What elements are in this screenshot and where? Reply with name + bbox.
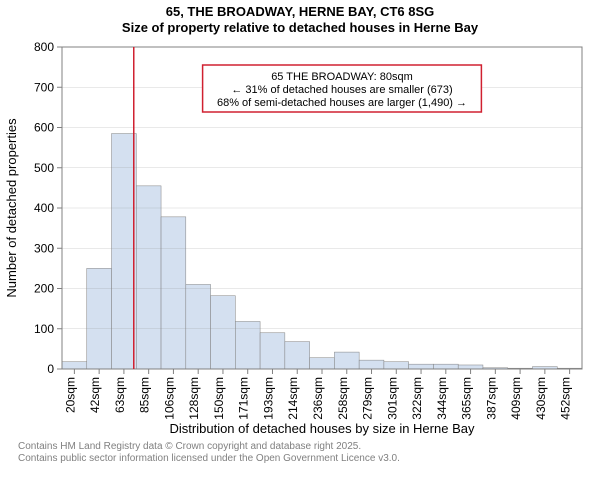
footer-line-1: Contains HM Land Registry data © Crown c… [18, 441, 600, 454]
x-tick-label: 365sqm [460, 376, 474, 419]
chart-subtitle: Size of property relative to detached ho… [0, 20, 600, 38]
y-tick-label: 400 [34, 201, 54, 215]
histogram-bar [211, 295, 236, 368]
x-tick-label: 171sqm [237, 377, 251, 420]
histogram-bar [359, 360, 384, 369]
histogram-chart: 0 100 200 300 400 500 600 700 800 20sqm 42sqm 63sqm… [0, 39, 600, 439]
x-tick-label: 85sqm [138, 377, 152, 413]
x-tick-label: 409sqm [509, 377, 523, 420]
x-tick-label: 279sqm [361, 377, 375, 420]
x-tick-label: 63sqm [113, 377, 127, 413]
y-tick-label: 500 [34, 160, 54, 174]
y-tick-label: 100 [34, 321, 54, 335]
x-tick-label: 214sqm [286, 377, 300, 420]
y-tick-label: 800 [34, 40, 54, 54]
y-tick-label: 0 [47, 362, 54, 376]
x-tick-label: 301sqm [385, 377, 399, 420]
y-axis-title: Number of detached properties [4, 117, 19, 297]
x-tick-label: 150sqm [212, 377, 226, 420]
y-tick-label: 700 [34, 80, 54, 94]
chart-container: 0 100 200 300 400 500 600 700 800 20sqm 42sqm 63sqm… [0, 39, 600, 439]
footer-line-2: Contains public sector information licen… [18, 453, 600, 466]
histogram-bar [260, 332, 285, 368]
annotation-line: 68% of semi-detached houses are larger (… [217, 97, 467, 109]
histogram-bar [136, 185, 161, 368]
histogram-bar [186, 284, 211, 369]
x-tick-label: 344sqm [435, 377, 449, 420]
x-tick-label: 193sqm [261, 377, 275, 420]
histogram-bar [384, 361, 409, 368]
histogram-bar [433, 364, 458, 369]
x-tick-label: 20sqm [63, 377, 77, 413]
x-tick-label: 322sqm [410, 377, 424, 420]
histogram-bar [62, 361, 87, 368]
histogram-bar [310, 357, 335, 368]
x-axis-title: Distribution of detached houses by size … [170, 421, 475, 436]
histogram-bar [409, 364, 434, 369]
annotation-line: 65 THE BROADWAY: 80sqm [271, 71, 413, 83]
y-tick-label: 300 [34, 241, 54, 255]
x-tick-label: 452sqm [559, 377, 573, 420]
x-tick-label: 106sqm [162, 377, 176, 420]
x-tick-label: 258sqm [336, 377, 350, 420]
y-tick-label: 600 [34, 120, 54, 134]
x-tick-label: 387sqm [484, 377, 498, 420]
histogram-bar [112, 133, 137, 368]
x-tick-label: 430sqm [534, 377, 548, 420]
histogram-bar [334, 352, 359, 369]
footer-attribution: Contains HM Land Registry data © Crown c… [0, 439, 600, 466]
y-tick-label: 200 [34, 281, 54, 295]
histogram-bar [87, 268, 112, 369]
histogram-bar [161, 216, 186, 368]
chart-title: 65, THE BROADWAY, HERNE BAY, CT6 8SG [0, 0, 600, 20]
x-tick-label: 42sqm [88, 377, 102, 413]
x-tick-label: 236sqm [311, 377, 325, 420]
histogram-bar [458, 364, 483, 368]
x-tick-label: 128sqm [187, 377, 201, 420]
annotation-line: ← 31% of detached houses are smaller (67… [231, 84, 452, 96]
histogram-bar [285, 341, 310, 368]
